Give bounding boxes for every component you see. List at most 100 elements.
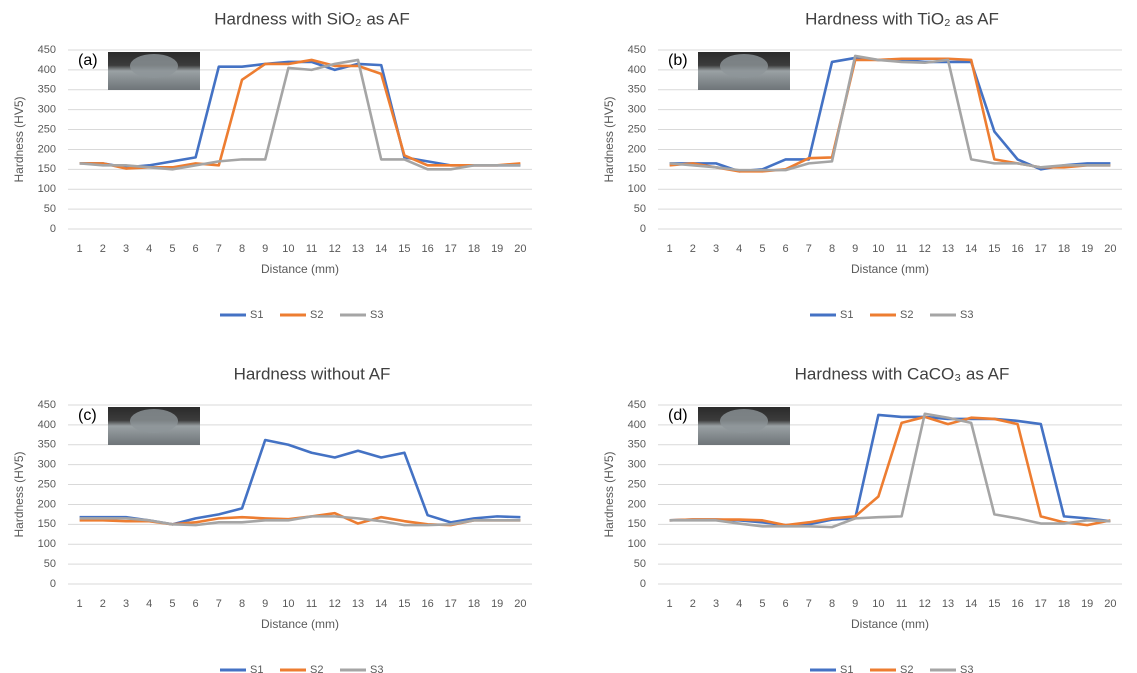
x-tick-label: 13	[942, 243, 954, 255]
x-tick-label: 13	[352, 243, 364, 255]
x-tick-label: 14	[965, 598, 977, 610]
x-tick-label: 20	[514, 598, 526, 610]
x-tick-label: 12	[919, 243, 931, 255]
x-tick-label: 5	[169, 598, 175, 610]
x-tick-label: 17	[445, 598, 457, 610]
x-tick-label: 20	[1104, 243, 1116, 255]
x-tick-label: 11	[306, 243, 317, 255]
legend-label: S3	[370, 664, 383, 673]
y-tick-label: 150	[38, 163, 56, 175]
x-tick-label: 15	[988, 598, 1000, 610]
y-tick-label: 250	[38, 123, 56, 135]
series-line	[80, 440, 521, 524]
chart-title: Hardness with TiO₂ as AF	[805, 9, 999, 28]
x-tick-label: 17	[1035, 598, 1047, 610]
y-tick-label: 400	[38, 64, 56, 76]
y-tick-label: 300	[38, 459, 56, 471]
x-tick-label: 10	[872, 243, 884, 255]
x-tick-label: 18	[468, 243, 480, 255]
y-tick-label: 200	[628, 143, 646, 155]
chart-title: Hardness with SiO₂ as AF	[214, 9, 410, 28]
y-axis-title: Hardness (HV5)	[602, 451, 616, 537]
x-tick-label: 18	[1058, 243, 1070, 255]
y-tick-label: 0	[640, 578, 646, 590]
x-tick-label: 6	[193, 243, 199, 255]
x-tick-label: 6	[783, 598, 789, 610]
x-tick-label: 11	[896, 243, 907, 255]
x-tick-label: 6	[783, 243, 789, 255]
y-tick-label: 100	[628, 183, 646, 195]
legend-label: S3	[960, 664, 973, 673]
x-tick-label: 10	[872, 598, 884, 610]
y-tick-label: 100	[38, 183, 56, 195]
y-tick-label: 0	[50, 578, 56, 590]
y-tick-label: 50	[634, 203, 646, 215]
legend-label: S1	[840, 664, 853, 673]
x-tick-label: 15	[988, 243, 1000, 255]
y-axis-title: Hardness (HV5)	[12, 451, 26, 537]
x-tick-label: 12	[329, 243, 341, 255]
inset-weld	[720, 409, 768, 433]
y-tick-label: 300	[628, 104, 646, 116]
x-tick-label: 4	[146, 243, 152, 255]
x-tick-label: 10	[282, 598, 294, 610]
x-tick-label: 4	[736, 243, 742, 255]
x-tick-label: 2	[690, 598, 696, 610]
y-axis-title: Hardness (HV5)	[602, 96, 616, 182]
x-tick-label: 19	[491, 243, 503, 255]
legend-label: S3	[960, 309, 973, 321]
x-tick-label: 17	[1035, 243, 1047, 255]
panel-label: (a)	[78, 52, 98, 69]
x-tick-label: 15	[398, 598, 410, 610]
x-tick-label: 11	[306, 598, 317, 610]
y-tick-label: 400	[628, 64, 646, 76]
x-tick-label: 12	[329, 598, 341, 610]
y-tick-label: 450	[628, 44, 646, 56]
x-tick-label: 3	[123, 598, 129, 610]
x-tick-label: 12	[919, 598, 931, 610]
x-axis-title: Distance (mm)	[851, 262, 929, 276]
x-tick-label: 14	[375, 598, 387, 610]
x-tick-label: 16	[1011, 243, 1023, 255]
y-axis-title: Hardness (HV5)	[12, 96, 26, 182]
inset-weld	[720, 54, 768, 78]
x-tick-label: 10	[282, 243, 294, 255]
y-tick-label: 50	[634, 558, 646, 570]
panel-label: (d)	[668, 407, 688, 424]
x-tick-label: 8	[239, 598, 245, 610]
x-tick-label: 9	[852, 598, 858, 610]
y-tick-label: 400	[38, 419, 56, 431]
legend-label: S1	[250, 309, 263, 321]
x-tick-label: 5	[169, 243, 175, 255]
y-tick-label: 300	[38, 104, 56, 116]
x-tick-label: 3	[713, 243, 719, 255]
x-tick-label: 16	[421, 243, 433, 255]
panel: Hardness with SiO₂ as AF0501001502002503…	[12, 9, 532, 320]
x-tick-label: 5	[759, 598, 765, 610]
y-tick-label: 350	[628, 84, 646, 96]
legend-label: S1	[250, 664, 263, 673]
y-tick-label: 250	[628, 123, 646, 135]
x-tick-label: 2	[690, 243, 696, 255]
y-tick-label: 150	[628, 518, 646, 530]
y-tick-label: 350	[628, 439, 646, 451]
x-tick-label: 14	[375, 243, 387, 255]
legend-label: S2	[900, 664, 913, 673]
x-tick-label: 13	[352, 598, 364, 610]
x-axis-title: Distance (mm)	[851, 617, 929, 631]
panel: Hardness with CaCO₃ as AF050100150200250…	[602, 364, 1122, 673]
y-tick-label: 200	[38, 498, 56, 510]
y-tick-label: 350	[38, 439, 56, 451]
x-tick-label: 15	[398, 243, 410, 255]
y-tick-label: 100	[38, 538, 56, 550]
y-tick-label: 50	[44, 558, 56, 570]
x-tick-label: 2	[100, 598, 106, 610]
y-tick-label: 50	[44, 203, 56, 215]
x-tick-label: 9	[262, 243, 268, 255]
x-tick-label: 19	[1081, 243, 1093, 255]
panel: Hardness without AF050100150200250300350…	[12, 364, 532, 673]
x-tick-label: 6	[193, 598, 199, 610]
y-tick-label: 300	[628, 459, 646, 471]
y-tick-label: 150	[38, 518, 56, 530]
y-tick-label: 150	[628, 163, 646, 175]
